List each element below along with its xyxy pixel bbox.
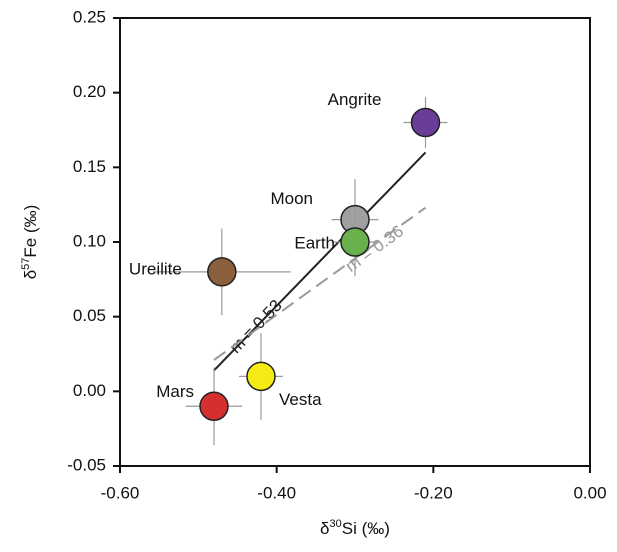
- y-tick-label: 0.15: [73, 157, 106, 176]
- y-tick-label: 0.10: [73, 231, 106, 250]
- point-label: Vesta: [279, 390, 322, 409]
- y-label-sup: 57: [20, 258, 32, 270]
- y-label-prefix: δ: [21, 270, 40, 279]
- point-label: Earth: [294, 233, 335, 252]
- fit-label: m = 0.53: [226, 296, 286, 357]
- y-tick-label: 0.20: [73, 82, 106, 101]
- x-label-suffix: Si (‰): [342, 519, 390, 538]
- y-tick-label: 0.05: [73, 306, 106, 325]
- fit-line: [213, 206, 427, 361]
- y-axis-label: δ57Fe (‰): [20, 205, 41, 280]
- x-label-sup: 30: [330, 518, 342, 530]
- y-tick-label: -0.05: [67, 455, 106, 474]
- point-label: Moon: [270, 189, 313, 208]
- y-tick-label: 0.25: [73, 7, 106, 26]
- point-label: Angrite: [328, 90, 382, 109]
- x-tick-label: -0.20: [414, 483, 453, 502]
- y-tick-label: 0.00: [73, 381, 106, 400]
- point: [207, 257, 237, 287]
- point: [246, 361, 276, 392]
- x-tick-label: 0.00: [573, 483, 606, 502]
- point: [410, 107, 441, 138]
- point: [340, 227, 370, 257]
- x-tick-label: -0.60: [101, 483, 140, 502]
- x-axis-label: δ30Si (‰): [320, 518, 390, 539]
- x-label-prefix: δ: [320, 519, 329, 538]
- point-label: Mars: [156, 382, 194, 401]
- x-tick-label: -0.40: [257, 483, 296, 502]
- point: [199, 391, 229, 422]
- y-label-suffix: Fe (‰): [21, 205, 40, 258]
- point-label: Ureilite: [129, 259, 182, 278]
